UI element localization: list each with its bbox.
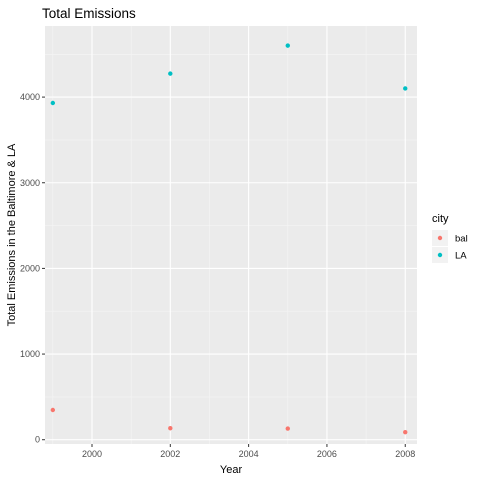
legend-marker-la: [437, 252, 443, 258]
x-axis: 2000 2002 2004 2006 2008: [82, 444, 415, 459]
chart-title: Total Emissions: [42, 6, 136, 21]
data-point-bal: [403, 429, 408, 435]
data-point-la: [403, 86, 408, 91]
data-point-bal: [168, 426, 173, 431]
y-axis: 0 1000 2000 3000 4000: [20, 92, 45, 445]
y-tick-label: 1000: [20, 349, 40, 359]
data-point-bal: [285, 426, 290, 431]
data-point-la: [50, 100, 56, 106]
y-axis-label: Total Emissions in the Baltimore & LA: [6, 143, 18, 326]
y-tick-label: 0: [35, 435, 40, 445]
data-point-la: [285, 43, 290, 48]
legend: city bal LA: [432, 213, 468, 263]
x-tick-label: 2008: [395, 449, 415, 459]
legend-label-la: LA: [455, 251, 467, 262]
x-tick-label: 2002: [160, 449, 180, 459]
legend-title: city: [432, 213, 449, 225]
x-tick-label: 2006: [317, 449, 337, 459]
y-tick-label: 3000: [20, 178, 40, 188]
x-tick-label: 2004: [239, 449, 259, 459]
legend-label-bal: bal: [455, 234, 468, 245]
legend-marker-bal: [437, 235, 443, 241]
y-tick-label: 2000: [20, 263, 40, 273]
major-gridlines: [45, 26, 417, 444]
data-point-bal: [50, 407, 56, 413]
plot-panel: [45, 26, 417, 444]
x-axis-label: Year: [220, 464, 243, 476]
y-tick-label: 4000: [20, 92, 40, 102]
data-points: [50, 43, 408, 435]
x-tick-label: 2000: [82, 449, 102, 459]
minor-gridlines: [45, 26, 417, 444]
data-point-la: [168, 71, 173, 76]
legend-items: bal LA: [432, 230, 468, 263]
